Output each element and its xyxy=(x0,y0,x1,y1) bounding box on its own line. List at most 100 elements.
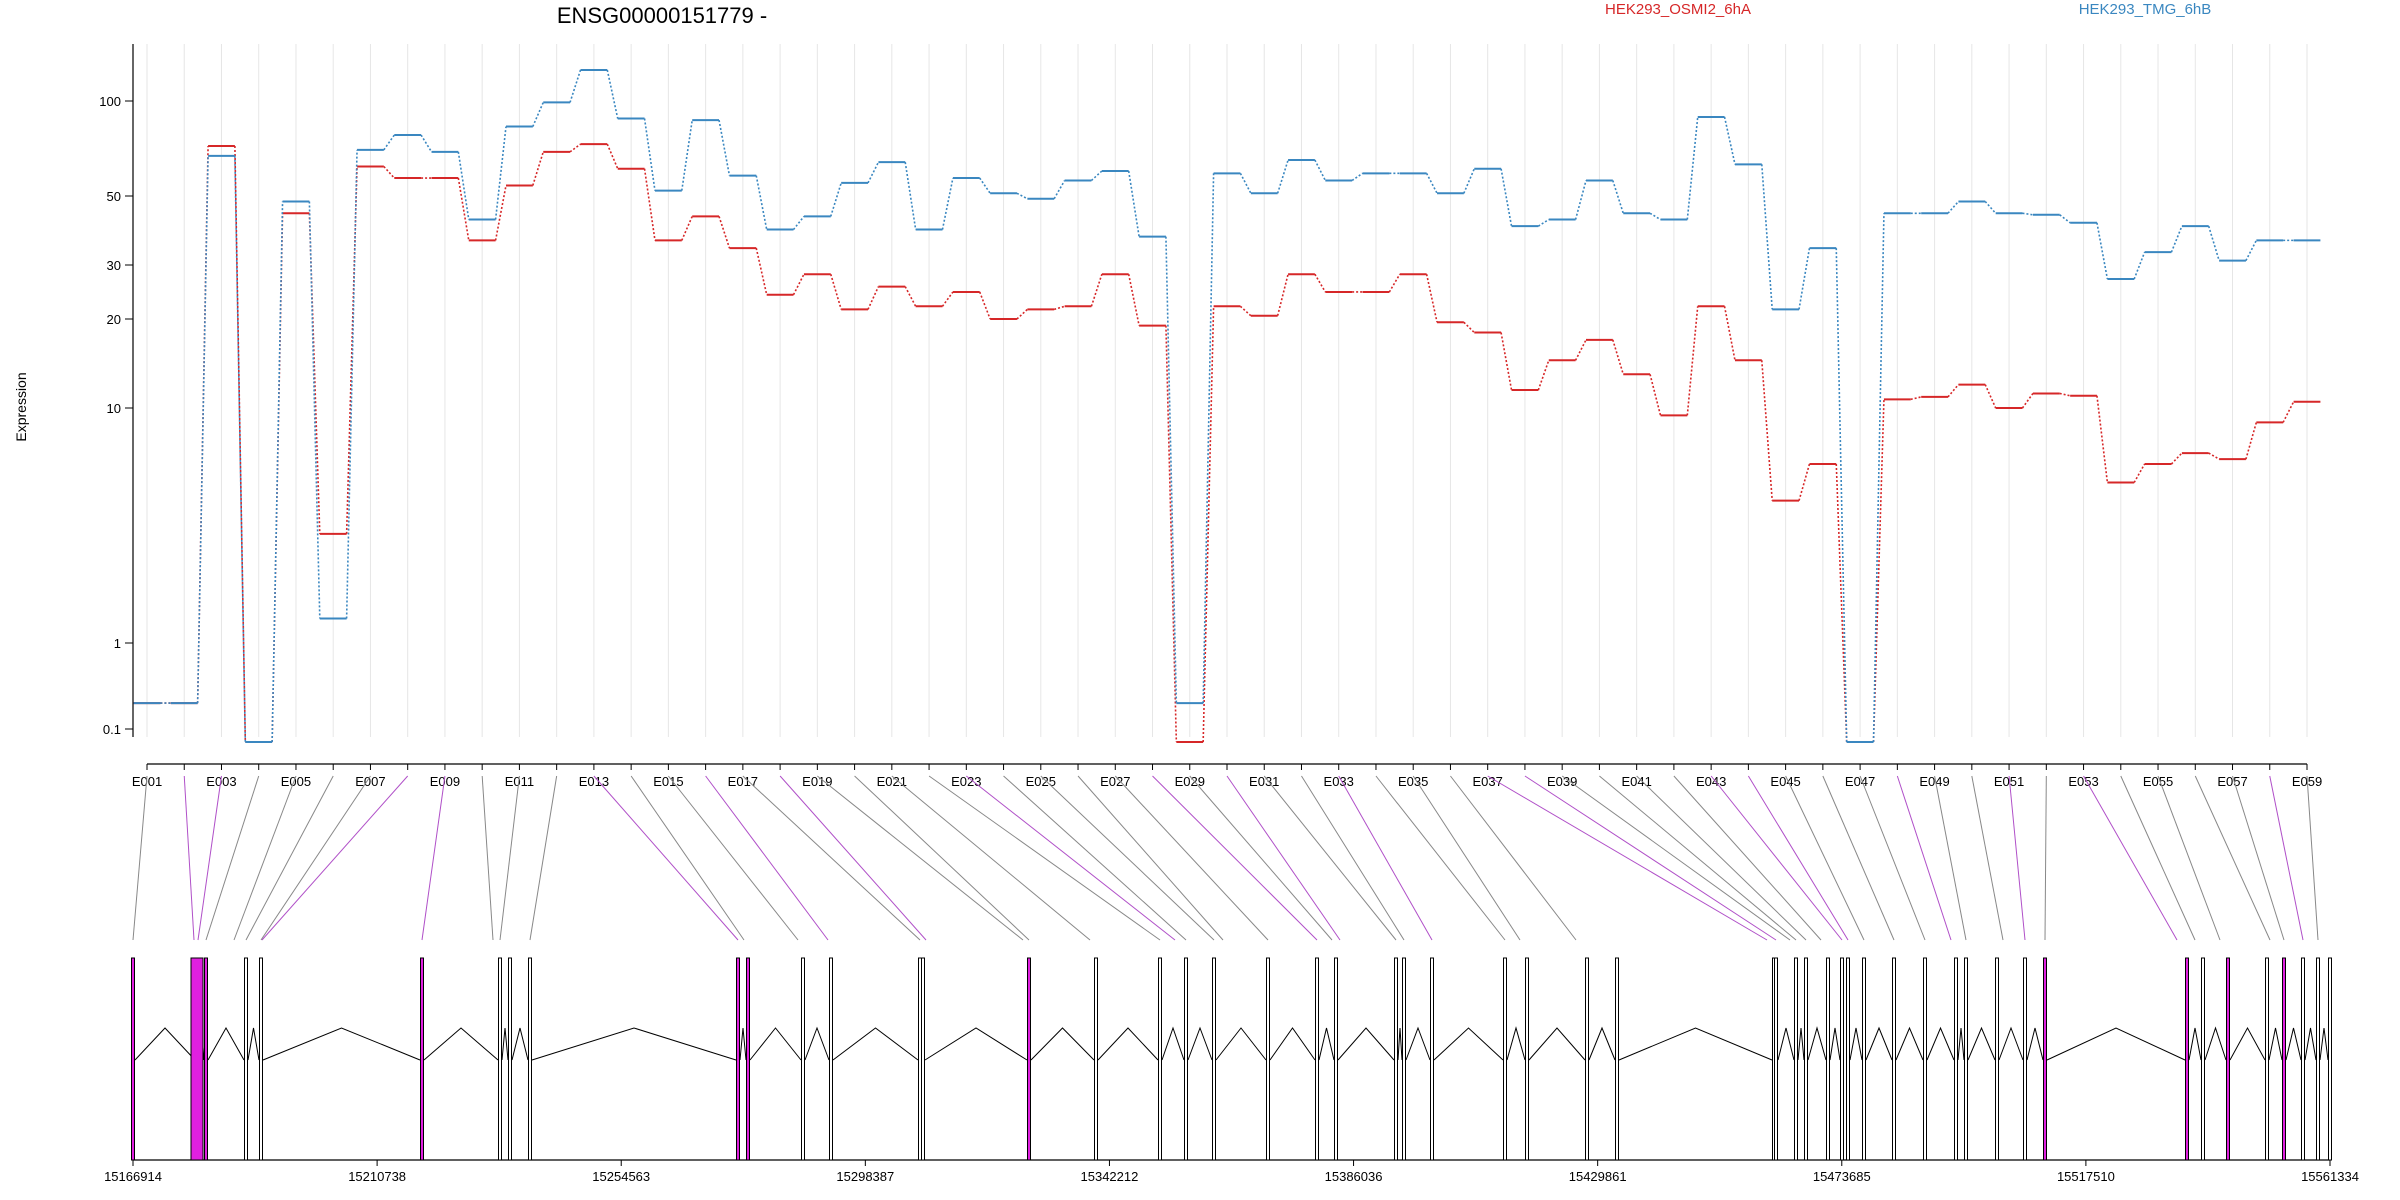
intron xyxy=(2188,1027,2202,1061)
exon-connector xyxy=(132,775,148,941)
intron xyxy=(2268,1027,2283,1061)
exon-block xyxy=(131,957,135,1161)
x-tick-label: E051 xyxy=(1994,774,2024,789)
y-axis-label: Expression xyxy=(13,372,29,441)
series-1-connector xyxy=(1686,306,1699,416)
series-2-connector xyxy=(2059,214,2071,224)
exon-connector xyxy=(817,775,1024,941)
series-2-connector xyxy=(1798,247,1811,310)
series-2-connector xyxy=(196,155,209,704)
series-lines xyxy=(133,69,2321,743)
exon-connector xyxy=(499,775,520,941)
series-2-connector xyxy=(494,126,507,220)
series-1-connector xyxy=(643,168,656,241)
series-2-connector xyxy=(1612,180,1625,214)
series-1-connector xyxy=(792,273,805,296)
series-1-connector xyxy=(829,273,842,310)
series-1-connector xyxy=(569,143,581,153)
series-2-connector xyxy=(271,201,284,743)
intron xyxy=(2046,1027,2186,1061)
exon-connector xyxy=(529,775,558,941)
series-1-connector xyxy=(867,286,880,310)
exon-block xyxy=(1862,957,1866,1161)
series-1-connector xyxy=(1127,274,1140,326)
series-2-connector xyxy=(1127,170,1140,237)
series-1-connector xyxy=(1723,306,1736,361)
exon-connector xyxy=(1301,775,1405,941)
series-2-connector xyxy=(1723,116,1736,165)
intron xyxy=(1797,1027,1805,1061)
exon-block xyxy=(1266,957,1270,1161)
exon-connector xyxy=(197,775,222,941)
series-1-connector xyxy=(1016,308,1028,320)
exon-block xyxy=(1525,957,1529,1161)
series-2-connector xyxy=(1053,180,1066,200)
exon-connector xyxy=(1375,775,1506,941)
series-1-connector xyxy=(1649,374,1662,416)
exon-connector xyxy=(2008,775,2026,941)
exon-block xyxy=(1402,957,1406,1161)
exon-block xyxy=(1954,957,1958,1161)
intron xyxy=(924,1027,1028,1061)
exon-connector xyxy=(421,775,446,941)
exon-connector xyxy=(2157,775,2221,941)
exon-connector xyxy=(1487,775,1768,941)
exon-block xyxy=(1846,957,1850,1161)
series-2-connector xyxy=(1947,200,1960,214)
series-2-connector xyxy=(755,175,768,230)
exon-connector xyxy=(1263,775,1397,941)
series-2-connector xyxy=(457,151,470,220)
series-2-connector xyxy=(1239,172,1252,194)
series-1-connector xyxy=(2059,392,2071,397)
series-2-connector xyxy=(1351,172,1364,182)
x-tick-label: E021 xyxy=(877,774,907,789)
exon-connector xyxy=(593,775,739,941)
genome-tick-label: 15429861 xyxy=(1569,1169,1627,1184)
intron xyxy=(1957,1027,1965,1061)
exon-block xyxy=(204,957,208,1161)
intron xyxy=(1967,1026,1996,1061)
series-1-connector xyxy=(1090,273,1103,307)
exon-block xyxy=(1923,957,1927,1161)
intron xyxy=(1030,1027,1095,1061)
exon-block xyxy=(2043,957,2047,1161)
series-1-connector xyxy=(457,177,470,241)
exon-connector xyxy=(1003,775,1187,941)
series-1-connector xyxy=(2096,395,2109,483)
series-2-connector xyxy=(1984,200,1997,214)
exon-connector xyxy=(1077,775,1224,941)
intron xyxy=(1807,1026,1827,1061)
intron xyxy=(739,1027,747,1061)
series-2-connector xyxy=(1090,170,1103,182)
y-tick-label: 100 xyxy=(99,94,121,109)
exon-block xyxy=(2301,957,2305,1161)
intron xyxy=(1097,1027,1159,1061)
series-1-connector xyxy=(308,213,321,534)
series-1-connector xyxy=(2170,452,2183,465)
intron xyxy=(749,1027,802,1061)
intron xyxy=(1318,1027,1335,1061)
intron xyxy=(2304,1027,2317,1061)
series-2-connector xyxy=(2170,225,2183,253)
intron xyxy=(1618,1027,1773,1061)
legend-series-1: HEK293_OSMI2_6hA xyxy=(1605,1,1751,18)
y-tick-label: 1 xyxy=(114,636,121,651)
exon-block xyxy=(498,957,502,1161)
series-2-connector xyxy=(2096,222,2109,280)
x-tick-label: E025 xyxy=(1026,774,1056,789)
exon-block xyxy=(1503,957,1507,1161)
x-tick-label: E011 xyxy=(505,774,534,789)
exon-connector xyxy=(705,775,829,941)
intron xyxy=(2229,1026,2266,1061)
exon-connector xyxy=(1226,775,1341,941)
intron xyxy=(1187,1026,1213,1061)
exon-block xyxy=(1826,957,1830,1161)
y-tick-label: 0.1 xyxy=(103,722,121,737)
x-tick-label: E055 xyxy=(2143,774,2173,789)
series-1-connector xyxy=(1239,305,1252,317)
intron xyxy=(511,1027,529,1061)
exon-connector xyxy=(1859,775,1926,941)
intron xyxy=(1528,1027,1586,1061)
series-2-connector xyxy=(2207,225,2220,261)
exon-connector xyxy=(2269,775,2304,941)
